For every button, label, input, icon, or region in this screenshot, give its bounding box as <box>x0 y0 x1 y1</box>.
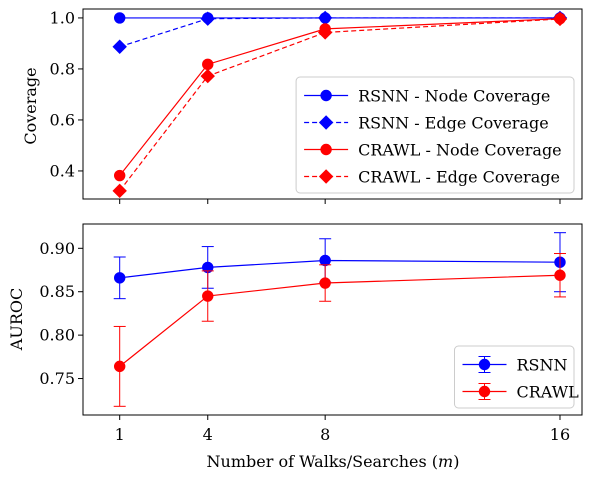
x-tick-label: 8 <box>320 425 330 444</box>
x-tick-label: 4 <box>203 425 213 444</box>
series-crawl <box>113 253 566 407</box>
data-point <box>319 277 331 289</box>
top-ylabel: Coverage <box>21 67 40 144</box>
data-point <box>319 254 331 267</box>
legend-marker <box>320 143 332 156</box>
series-line <box>119 18 561 176</box>
data-point <box>113 272 126 284</box>
axes-frame <box>82 223 583 416</box>
y-tick-label: 1.0 <box>50 8 75 27</box>
data-point <box>113 360 126 373</box>
data-point <box>113 12 126 24</box>
y-tick-label: 0.6 <box>50 110 75 129</box>
legend-label: CRAWL - Node Coverage <box>358 141 562 160</box>
data-point <box>317 25 333 40</box>
bottom-ylabel: AUROC <box>7 288 26 351</box>
series-rsnn <box>113 232 566 300</box>
axes-frame <box>82 8 583 200</box>
xlabel-suffix: ) <box>453 452 459 471</box>
data-point <box>113 169 126 182</box>
data-point <box>112 39 127 54</box>
xlabel-prefix: Number of Walks/Searches ( <box>207 452 438 471</box>
legend-marker <box>478 358 491 371</box>
data-point <box>200 11 215 26</box>
y-tick-label: 0.75 <box>39 369 75 388</box>
x-tick-label: 1 <box>115 425 125 444</box>
y-tick-label: 0.85 <box>39 282 75 301</box>
series-line <box>119 274 561 367</box>
data-point <box>554 269 566 281</box>
auroc-panel: 0.75 0.80 0.85 0.90 1 4 8 16 RSNN CRAWL <box>39 223 583 444</box>
xlabel-var: m <box>438 452 453 471</box>
y-tick-label: 0.90 <box>39 239 75 258</box>
series-line <box>119 18 561 192</box>
legend-box <box>295 76 575 194</box>
series-crawl-edge-coverage <box>112 11 568 199</box>
data-point <box>200 68 215 84</box>
data-point <box>317 10 333 26</box>
data-point <box>202 58 214 71</box>
y-tick-label: 0.4 <box>50 161 75 180</box>
legend-marker <box>318 169 334 184</box>
xlabel: Number of Walks/Searches (m) <box>207 452 460 471</box>
legend-marker <box>318 115 334 130</box>
legend: RSNN CRAWL <box>454 345 580 409</box>
legend-label: CRAWL <box>517 383 580 402</box>
legend-label: RSNN - Edge Coverage <box>358 114 549 133</box>
data-point <box>552 11 568 27</box>
legend-marker <box>320 89 332 102</box>
legend-label: RSNN - Node Coverage <box>358 87 550 106</box>
coverage-panel: 0.4 0.6 0.8 1.0 RSNN - Node Coverage RSNN - E… <box>50 8 583 204</box>
legend-marker <box>478 385 491 398</box>
data-point <box>202 290 214 302</box>
legend-label: RSNN <box>517 356 568 375</box>
series-line <box>119 17 560 48</box>
x-tick-label: 16 <box>550 425 570 444</box>
series-line <box>119 259 560 279</box>
y-tick-label: 0.8 <box>50 59 75 78</box>
y-tick-label: 0.80 <box>39 326 75 345</box>
data-point <box>112 183 127 199</box>
legend-label: CRAWL - Edge Coverage <box>358 168 560 187</box>
legend: RSNN - Node Coverage RSNN - Edge Coverage… <box>295 76 575 194</box>
